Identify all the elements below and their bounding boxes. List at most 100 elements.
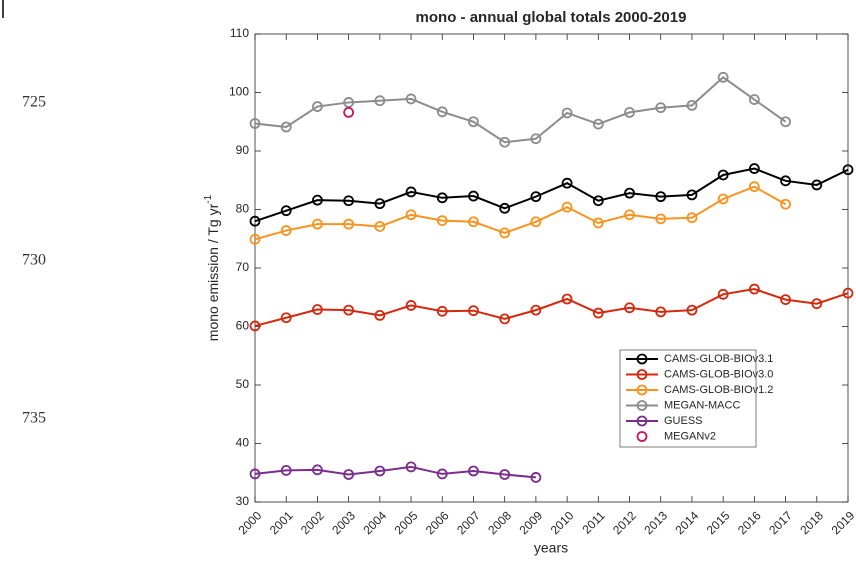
series-marker [717, 169, 729, 181]
series-marker [468, 305, 479, 317]
series-marker [811, 179, 823, 191]
series-marker [374, 465, 386, 477]
series-marker [655, 191, 667, 203]
series-marker [530, 304, 542, 316]
series-marker [780, 116, 791, 128]
series-marker [686, 189, 698, 201]
series-marker [530, 191, 542, 203]
legend-label: CAMS-GLOB-BIOv1.2 [664, 384, 773, 396]
legend: CAMS-GLOB-BIOv3.1 CAMS-GLOB-BIOv3.0 CAMS-G… [619, 349, 773, 448]
series-marker [405, 93, 417, 105]
x-tick-label: 2010 [548, 508, 577, 537]
y-tick-label: 60 [236, 319, 250, 333]
x-tick-label: 2007 [454, 508, 483, 537]
series-marker [312, 101, 323, 112]
series-marker [312, 218, 323, 230]
y-tick-label: 110 [230, 26, 249, 40]
y-tick-label: 100 [229, 85, 249, 99]
series-marker [842, 164, 854, 176]
series-marker [374, 198, 386, 210]
series-marker [374, 95, 386, 107]
legend-marker [636, 353, 648, 365]
series-marker [686, 212, 698, 224]
series-marker [280, 465, 292, 476]
x-tick-label: 2019 [829, 508, 856, 537]
series-marker [312, 194, 323, 206]
series-marker [436, 468, 448, 480]
line-number: 730 [22, 252, 46, 269]
legend-marker [636, 431, 648, 442]
series-marker [312, 304, 323, 315]
x-tick-label: 2014 [673, 508, 702, 537]
series-marker [405, 209, 417, 221]
series-marker [405, 300, 417, 311]
series-marker [624, 302, 635, 314]
series-marker [561, 107, 573, 119]
legend-marker [636, 415, 648, 427]
series-marker [405, 186, 417, 198]
series-marker [655, 306, 667, 318]
series-marker [468, 216, 479, 228]
x-tick-label: 2013 [641, 508, 670, 537]
x-tick-label: 2000 [236, 508, 265, 537]
series-marker [592, 307, 604, 319]
legend-label: MEGAN-MACC [664, 399, 740, 411]
series-marker [249, 118, 261, 129]
series-marker [468, 465, 479, 477]
series-marker [780, 175, 791, 187]
series-marker [842, 287, 854, 299]
legend-label: GUESS [664, 415, 703, 427]
series-marker [343, 469, 355, 480]
series-marker [436, 106, 448, 118]
y-axis-label: mono emission / Tg yr-1 [203, 194, 221, 341]
x-tick-label: 2016 [735, 508, 764, 537]
series-marker [592, 118, 604, 130]
legend-label: CAMS-GLOB-BIOv3.0 [664, 368, 773, 380]
y-tick-label: 50 [236, 377, 250, 391]
line-number: 725 [22, 94, 46, 111]
series-marker [280, 205, 292, 217]
x-tick-label: 2006 [423, 508, 452, 537]
y-tick-label: 90 [236, 143, 250, 157]
x-tick-label: 2018 [797, 508, 826, 537]
series-marker [343, 304, 355, 316]
series-marker [530, 216, 542, 228]
legend-marker [636, 384, 648, 396]
x-tick-label: 2011 [580, 508, 608, 536]
y-tick-label: 70 [236, 260, 250, 274]
series-marker [499, 313, 511, 325]
series-marker [343, 97, 355, 108]
series-marker [499, 202, 511, 214]
series-marker [499, 227, 511, 239]
series-marker [499, 136, 511, 148]
series-marker [561, 201, 573, 213]
series-marker [624, 209, 635, 221]
y-axis-label-text: mono emission / Tg yr [205, 203, 221, 341]
series-marker [249, 215, 261, 227]
series-marker [343, 195, 355, 207]
series-marker [280, 121, 292, 133]
y-tick-label: 40 [236, 436, 250, 450]
series-marker [312, 464, 323, 476]
x-tick-label: 2009 [516, 508, 545, 537]
series-marker [436, 305, 448, 317]
series-marker [655, 213, 667, 225]
series-marker [343, 106, 355, 118]
y-tick-label: 80 [236, 202, 250, 216]
series-marker [748, 163, 760, 174]
series-marker [499, 469, 511, 480]
series-marker [811, 298, 823, 310]
series-marker [405, 461, 417, 473]
series-marker [561, 177, 573, 189]
series-marker [624, 106, 635, 118]
series-marker [686, 99, 698, 111]
series-marker [374, 309, 386, 321]
y-axis-label-sup: -1 [203, 194, 214, 203]
series-marker [374, 221, 386, 232]
line-number: 735 [22, 410, 46, 427]
series-marker [249, 233, 261, 245]
series-marker [592, 195, 604, 207]
series-marker [717, 71, 729, 83]
